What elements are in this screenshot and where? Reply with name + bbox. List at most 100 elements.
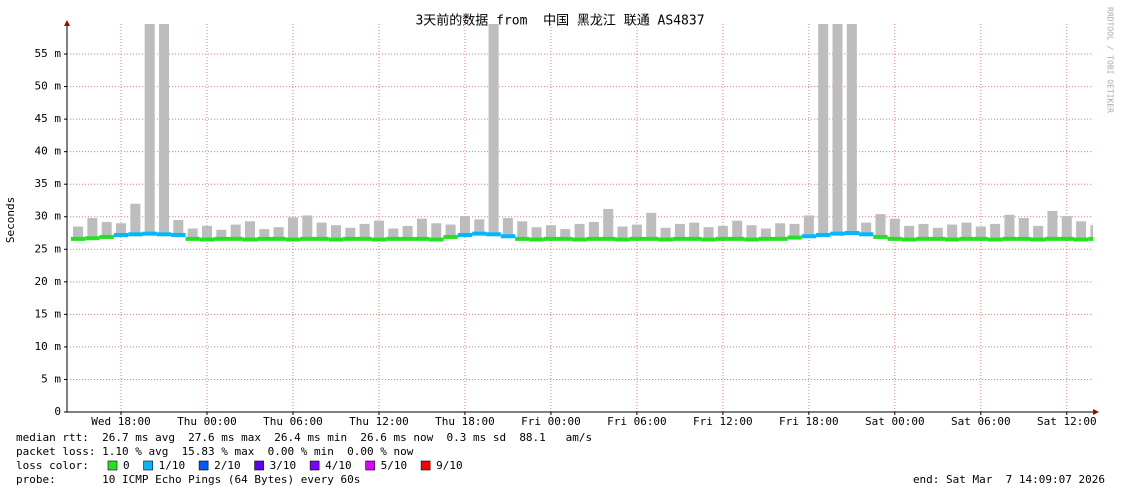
smoke-bar <box>646 212 657 239</box>
median-point <box>271 236 286 241</box>
x-tick-label: Wed 18:00 <box>91 415 151 428</box>
smoke-bar <box>531 227 542 240</box>
median-point <box>285 237 301 242</box>
smoke-bar <box>717 225 728 239</box>
smoke-bar <box>746 225 757 240</box>
median-point <box>371 237 387 242</box>
smoke-bar <box>775 223 786 239</box>
smoke-bar <box>603 208 614 239</box>
smoke-bar <box>273 227 284 239</box>
smoke-bar <box>803 215 814 237</box>
median-point <box>758 236 774 241</box>
median-point <box>916 236 931 241</box>
smoke-bar <box>330 225 341 240</box>
x-tick-label: Fri 00:00 <box>521 415 581 428</box>
x-tick-label: Thu 12:00 <box>349 415 409 428</box>
legend-label: 9/10 <box>436 459 463 472</box>
smoke-bar <box>445 224 456 237</box>
smoke-bar <box>1076 221 1087 240</box>
smoke-bar <box>904 225 915 240</box>
median-point <box>901 237 917 242</box>
legend-label: 5/10 <box>381 459 408 472</box>
smoke-bar <box>990 223 1001 240</box>
median-point <box>457 232 473 237</box>
median-point <box>1030 237 1046 242</box>
median-point <box>228 236 243 241</box>
smoke-bar <box>932 227 943 239</box>
y-tick-label: 35 m <box>35 177 62 190</box>
median-point <box>386 236 401 241</box>
median-point <box>529 237 544 242</box>
smoke-bar <box>832 24 843 234</box>
median-point <box>543 236 559 241</box>
median-point <box>472 231 487 236</box>
median-point <box>644 236 659 241</box>
median-point <box>629 236 645 241</box>
smoke-bar <box>359 223 370 239</box>
median-point <box>744 237 759 242</box>
median-point <box>429 237 444 242</box>
end-time: end: Sat Mar 7 14:09:07 2026 <box>913 473 1105 486</box>
median-point <box>515 236 530 241</box>
x-tick-label: Sat 00:00 <box>865 415 925 428</box>
median-point <box>959 236 974 241</box>
y-tick-label: 5 m <box>41 372 61 385</box>
y-tick-label: 0 <box>54 405 61 418</box>
median-point <box>343 236 358 241</box>
median-point <box>85 236 100 241</box>
median-point <box>672 236 688 241</box>
smoke-bar <box>130 203 141 235</box>
median-point <box>214 236 229 241</box>
smoke-bar <box>502 218 513 237</box>
legend-label: 4/10 <box>325 459 352 472</box>
smoke-bar <box>1061 216 1072 239</box>
smoke-bar <box>732 220 743 239</box>
smoke-bar <box>689 222 700 239</box>
median-point <box>687 236 702 241</box>
smoke-bar <box>345 227 356 239</box>
median-point <box>1088 236 1093 241</box>
median-point <box>787 235 802 240</box>
smoke-bar <box>846 24 857 234</box>
x-tick-label: Fri 06:00 <box>607 415 667 428</box>
smoke-bar <box>760 228 771 239</box>
median-point <box>99 234 114 239</box>
median-point <box>701 237 716 242</box>
smoke-bar <box>459 216 470 235</box>
smoke-bar <box>818 24 829 235</box>
legend-swatch <box>420 460 431 471</box>
median-point <box>142 231 157 236</box>
legend-swatch <box>309 460 320 471</box>
x-tick-label: Thu 06:00 <box>263 415 323 428</box>
median-point <box>257 236 272 241</box>
y-tick-label: 45 m <box>35 112 62 125</box>
median-point <box>414 236 430 241</box>
smoke-bar <box>588 221 599 239</box>
smoke-bar <box>116 223 127 235</box>
loss-stats: packet loss: 1.10 % avg 15.83 % max 0.00… <box>16 445 414 458</box>
median-point <box>500 234 516 239</box>
y-tick-label: 30 m <box>35 210 62 223</box>
legend-label: 0 <box>123 459 130 472</box>
median-point <box>1059 236 1074 241</box>
x-tick-label: Thu 18:00 <box>435 415 495 428</box>
median-point <box>586 236 602 241</box>
smoke-bar <box>674 223 685 239</box>
median-point <box>171 232 186 237</box>
median-point <box>199 237 215 242</box>
smoke-bar <box>416 218 427 239</box>
x-tick-label: Fri 18:00 <box>779 415 839 428</box>
y-tick-label: 10 m <box>35 340 62 353</box>
median-point <box>615 237 630 242</box>
median-point <box>658 237 673 242</box>
median-point <box>113 232 129 237</box>
median-point <box>601 236 616 241</box>
smoke-bar <box>1090 225 1093 239</box>
median-stats: median rtt: 26.7 ms avg 27.6 ms max 26.4… <box>16 431 592 444</box>
median-point <box>400 236 415 241</box>
x-tick-label: Sat 12:00 <box>1037 415 1097 428</box>
smoke-bar <box>961 222 972 239</box>
smoke-bar <box>975 226 986 239</box>
smoke-bar <box>861 222 872 235</box>
